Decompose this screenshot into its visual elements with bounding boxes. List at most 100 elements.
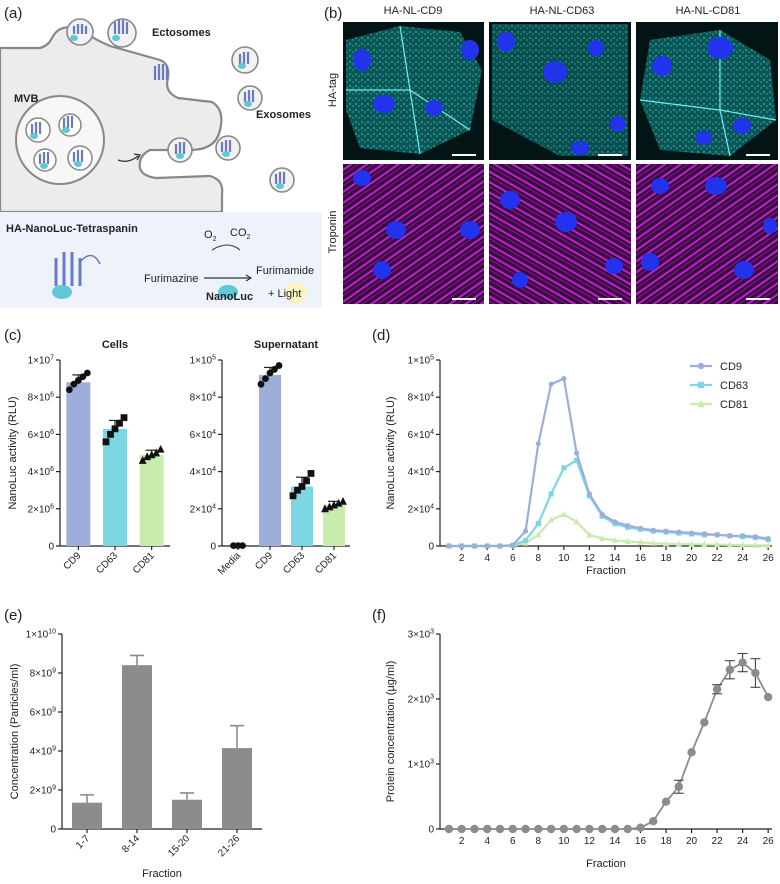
- data-point-cd63: [561, 465, 567, 471]
- bar: [72, 802, 102, 829]
- data-point-cd63: [548, 491, 554, 497]
- data-point-cd81: [637, 538, 644, 545]
- y-tick-label: 0: [50, 825, 56, 836]
- data-point: [508, 824, 517, 834]
- data-point: [266, 369, 274, 377]
- legend-marker: [697, 399, 705, 408]
- data-point: [339, 496, 347, 505]
- data-point-cd9: [625, 522, 631, 529]
- data-point-cd81: [650, 539, 657, 546]
- data-point-cd81: [752, 541, 759, 548]
- chart-c-cells: 0 2×106 4×106 6×106 8×106 1×107 Cells NanoLuc a…: [7, 339, 170, 576]
- x-tick-label: 26: [763, 836, 775, 847]
- data-point: [239, 542, 246, 550]
- x-tick-label: 16: [635, 553, 647, 564]
- data-point-cd9: [548, 381, 554, 387]
- data-point: [271, 365, 278, 373]
- panel-b-label: (b): [324, 5, 342, 22]
- x-tick-label: Media: [216, 550, 243, 577]
- data-point-cd81: [624, 537, 631, 544]
- data-point: [457, 824, 466, 834]
- data-point-cd81: [547, 516, 555, 523]
- exocytosis-arrow: [117, 155, 139, 162]
- data-point: [546, 824, 556, 834]
- data-point: [610, 824, 620, 834]
- light-glow: [285, 282, 307, 304]
- data-point: [116, 419, 123, 427]
- x-axis-label: Fraction: [586, 565, 626, 577]
- bar: [222, 748, 252, 829]
- chart-c-supernatant: 0 2×104 4×104 6×104 8×104 1×105 Supernatant Med…: [190, 339, 350, 577]
- data-point: [138, 456, 147, 464]
- x-tick-label: 6: [510, 836, 516, 847]
- data-point: [700, 718, 709, 727]
- col-header-cd81: HA-NL-CD81: [676, 5, 741, 17]
- y-axis-label: Protein concentration (µg/ml): [385, 661, 397, 802]
- data-point: [559, 824, 569, 834]
- x-tick-label: 8: [536, 836, 542, 847]
- construct-icon: [54, 252, 101, 286]
- x-tick-label: 14: [609, 836, 621, 847]
- y-tick-label: 0: [428, 542, 434, 553]
- data-point-cd9: [510, 542, 516, 548]
- x-tick-label: 2: [459, 836, 465, 847]
- data-point: [597, 824, 607, 834]
- y-tick-label: 0: [210, 542, 216, 553]
- data-point-cd9: [727, 533, 733, 539]
- y-tick-label: 1×105: [408, 355, 435, 367]
- x-tick-label: 22: [712, 836, 724, 847]
- data-point-cd81: [586, 531, 593, 538]
- data-point: [79, 373, 87, 381]
- y-tick-label: 2×104: [190, 503, 217, 515]
- label-co2: CO2: [230, 227, 251, 241]
- data-point-cd9: [471, 543, 478, 549]
- label-ectosomes: Ectosomes: [152, 27, 211, 39]
- x-tick-label: CD63: [281, 550, 307, 576]
- label-furimamide: Furimamide: [256, 265, 314, 277]
- col-header-cd63: HA-NL-CD63: [530, 5, 595, 17]
- y-axis-label: NanoLuc activity (RLU): [7, 396, 19, 509]
- micrograph-hatag-cd81: [636, 22, 778, 160]
- data-point: [444, 824, 454, 834]
- micrograph-troponin-cd81: [636, 164, 778, 304]
- ectosome-vesicle: [66, 18, 94, 46]
- data-point: [738, 658, 747, 667]
- x-tick-label: 12: [584, 836, 596, 847]
- data-point-cd81: [713, 541, 721, 548]
- data-point: [307, 470, 315, 477]
- data-point-cd9: [676, 529, 682, 535]
- x-tick-label: 14: [609, 553, 621, 564]
- data-point-cd63: [522, 537, 529, 544]
- data-point-cd81: [701, 540, 708, 548]
- data-point-cd81: [726, 541, 733, 548]
- data-point-cd9: [637, 525, 644, 531]
- y-tick-label: 1×1010: [26, 629, 56, 641]
- data-point: [751, 668, 760, 678]
- x-tick-label: 8-14: [120, 833, 142, 855]
- reaction-arrow-head: [245, 274, 253, 282]
- legend-label-cd63: CD63: [720, 380, 748, 392]
- data-point-cd81: [688, 540, 695, 547]
- data-point: [495, 824, 505, 834]
- x-tick-label: 24: [737, 553, 749, 564]
- y-tick-label: 0: [428, 825, 434, 836]
- y-tick-label: 8×104: [190, 392, 217, 404]
- panel-b: (b) HA-NL-CD9 HA-NL-CD63 HA-NL-CD81 HA-t…: [324, 5, 778, 304]
- y-tick-label: 0: [48, 542, 54, 553]
- data-point: [725, 665, 735, 674]
- data-point: [120, 414, 128, 422]
- x-axis-label: Fraction: [586, 858, 626, 870]
- bar: [291, 486, 313, 546]
- data-point: [70, 380, 78, 388]
- chart-title: Supernatant: [254, 339, 319, 351]
- x-tick-label: 4: [484, 836, 490, 847]
- panel-f-label: (f): [372, 607, 386, 624]
- x-tick-label: 2: [459, 553, 465, 564]
- micrograph-troponin-cd9: [343, 164, 484, 304]
- data-point: [294, 486, 301, 494]
- y-tick-label: 4×104: [190, 466, 217, 478]
- data-point: [674, 782, 683, 791]
- bar: [66, 382, 91, 546]
